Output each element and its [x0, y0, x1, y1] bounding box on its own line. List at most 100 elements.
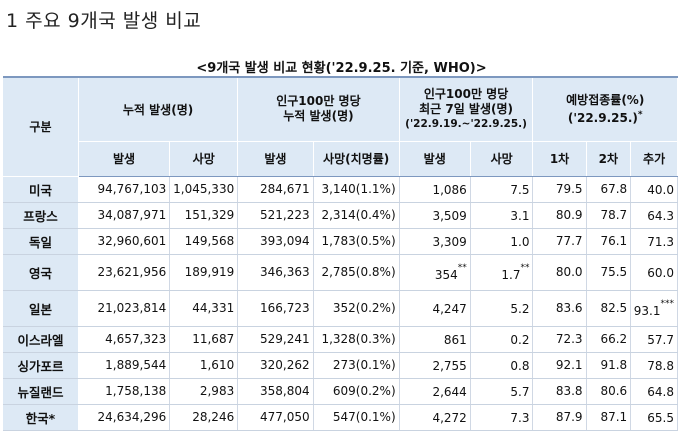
subheader-booster: 추가: [630, 141, 678, 177]
pm-deaths-cell: 609(0.2%): [313, 378, 400, 405]
dose1-cell: 92.1: [532, 352, 587, 379]
footnote-mark: **: [457, 262, 467, 273]
booster-cell: 60.0: [630, 254, 678, 291]
subheader-recent-cases: 발생: [399, 141, 471, 177]
cum-cases-cell: 1,758,138: [78, 378, 171, 405]
booster-cell: 78.8: [630, 352, 678, 379]
cum-cases-cell: 23,621,956: [78, 254, 171, 291]
table-header: 구분 누적 발생(명) 인구100만 명당 누적 발생(명) 인구100만 명당…: [3, 76, 678, 177]
booster-value: 64.3: [647, 208, 674, 223]
pm-cases-cell: 521,223: [237, 202, 314, 229]
recent-cases-value: 354: [434, 267, 458, 282]
dose2-cell: 91.8: [586, 352, 632, 379]
pm-deaths-cell: 352(0.2%): [313, 290, 400, 327]
dose2-cell: 78.7: [586, 202, 632, 229]
cum-cases-cell: 32,960,601: [78, 228, 171, 255]
booster-cell: 40.0: [630, 176, 678, 203]
cum-deaths-cell: 44,331: [169, 290, 239, 327]
pm-cases-cell: 529,241: [237, 326, 314, 353]
dose2-cell: 82.5: [586, 290, 632, 327]
recent-deaths-value: 5.7: [510, 384, 530, 399]
booster-value: 64.8: [647, 384, 674, 399]
booster-cell: 57.7: [630, 326, 678, 353]
subheader-recent-deaths: 사망: [470, 141, 534, 177]
recent-cases-cell: 1,086: [399, 176, 471, 203]
table-body: 미국 94,767,103 1,045,330 284,671 3,140(1.…: [3, 176, 678, 431]
dose1-cell: 83.6: [532, 290, 587, 327]
header-per-million: 인구100만 명당 누적 발생(명): [237, 76, 400, 142]
booster-value: 40.0: [647, 182, 674, 197]
booster-cell: 65.5: [630, 404, 678, 431]
booster-value: 60.0: [647, 265, 674, 280]
pm-cases-cell: 477,050: [237, 404, 314, 431]
subheader-dose2: 2차: [586, 141, 632, 177]
country-cell: 싱가포르: [3, 352, 79, 379]
booster-value: 57.7: [647, 332, 674, 347]
booster-value: 78.8: [647, 358, 674, 373]
recent-deaths-cell: 5.2: [470, 290, 534, 327]
country-cell: 일본: [3, 290, 79, 327]
dose2-cell: 76.1: [586, 228, 632, 255]
dose1-cell: 77.7: [532, 228, 587, 255]
pm-cases-cell: 284,671: [237, 176, 314, 203]
dose2-cell: 87.1: [586, 404, 632, 431]
subheader-dose1: 1차: [532, 141, 587, 177]
recent-deaths-cell: 7.3: [470, 404, 534, 431]
cum-deaths-cell: 28,246: [169, 404, 239, 431]
table-row: 싱가포르 1,889,544 1,610 320,262 273(0.1%) 2…: [3, 352, 678, 379]
booster-value: 65.5: [647, 410, 674, 425]
recent-deaths-value: 7.3: [510, 410, 530, 425]
header-per-million-line1: 인구100만 명당: [276, 94, 361, 109]
comparison-table: 구분 누적 발생(명) 인구100만 명당 누적 발생(명) 인구100만 명당…: [3, 76, 678, 431]
header-recent-line1: 인구100만 명당: [423, 86, 509, 101]
pm-deaths-cell: 1,783(0.5%): [313, 228, 400, 255]
recent-cases-value: 4,272: [432, 410, 467, 425]
dose1-cell: 79.5: [532, 176, 587, 203]
subheader-cum-deaths: 사망: [169, 141, 239, 177]
table-row: 독일 32,960,601 149,568 393,094 1,783(0.5%…: [3, 228, 678, 255]
recent-cases-cell: 354**: [399, 254, 471, 291]
pm-cases-cell: 393,094: [237, 228, 314, 255]
table-row: 영국 23,621,956 189,919 346,363 2,785(0.8%…: [3, 254, 678, 291]
table-row: 이스라엘 4,657,323 11,687 529,241 1,328(0.3%…: [3, 326, 678, 353]
pm-cases-cell: 358,804: [237, 378, 314, 405]
recent-deaths-value: 5.2: [510, 301, 530, 316]
booster-cell: 64.3: [630, 202, 678, 229]
country-cell: 독일: [3, 228, 79, 255]
cum-deaths-cell: 1,045,330: [169, 176, 239, 203]
recent-cases-value: 4,247: [432, 301, 467, 316]
recent-cases-cell: 2,755: [399, 352, 471, 379]
country-cell: 영국: [3, 254, 79, 291]
cum-deaths-cell: 149,568: [169, 228, 239, 255]
dose2-cell: 66.2: [586, 326, 632, 353]
recent-deaths-cell: 5.7: [470, 378, 534, 405]
booster-cell: 71.3: [630, 228, 678, 255]
booster-cell: 64.8: [630, 378, 678, 405]
table-row: 뉴질랜드 1,758,138 2,983 358,804 609(0.2%) 2…: [3, 378, 678, 405]
cum-deaths-cell: 11,687: [169, 326, 239, 353]
dose1-cell: 80.9: [532, 202, 587, 229]
country-cell: 이스라엘: [3, 326, 79, 353]
pm-cases-cell: 320,262: [237, 352, 314, 379]
cum-cases-cell: 94,767,103: [78, 176, 171, 203]
recent-deaths-cell: 7.5: [470, 176, 534, 203]
recent-cases-value: 2,644: [432, 384, 467, 399]
table-row: 프랑스 34,087,971 151,329 521,223 2,314(0.4…: [3, 202, 678, 229]
booster-cell: 93.1***: [630, 290, 678, 327]
cum-deaths-cell: 2,983: [169, 378, 239, 405]
country-cell: 미국: [3, 176, 79, 203]
header-vaccination-footnote-mark: *: [637, 109, 643, 120]
recent-cases-cell: 3,509: [399, 202, 471, 229]
dose1-cell: 83.8: [532, 378, 587, 405]
recent-cases-cell: 4,272: [399, 404, 471, 431]
recent-deaths-value: 7.5: [510, 182, 530, 197]
cum-deaths-cell: 1,610: [169, 352, 239, 379]
recent-deaths-cell: 0.8: [470, 352, 534, 379]
recent-cases-cell: 3,309: [399, 228, 471, 255]
recent-deaths-cell: 1.7**: [470, 254, 534, 291]
recent-cases-value: 3,509: [432, 208, 467, 223]
table-row: 미국 94,767,103 1,045,330 284,671 3,140(1.…: [3, 176, 678, 203]
table-caption: <9개국 발생 비교 현황('22.9.25. 기준, WHO)>: [196, 61, 487, 76]
country-cell: 뉴질랜드: [3, 378, 79, 405]
header-vaccination: 예방접종률(%) ('22.9.25.)*: [532, 76, 678, 142]
